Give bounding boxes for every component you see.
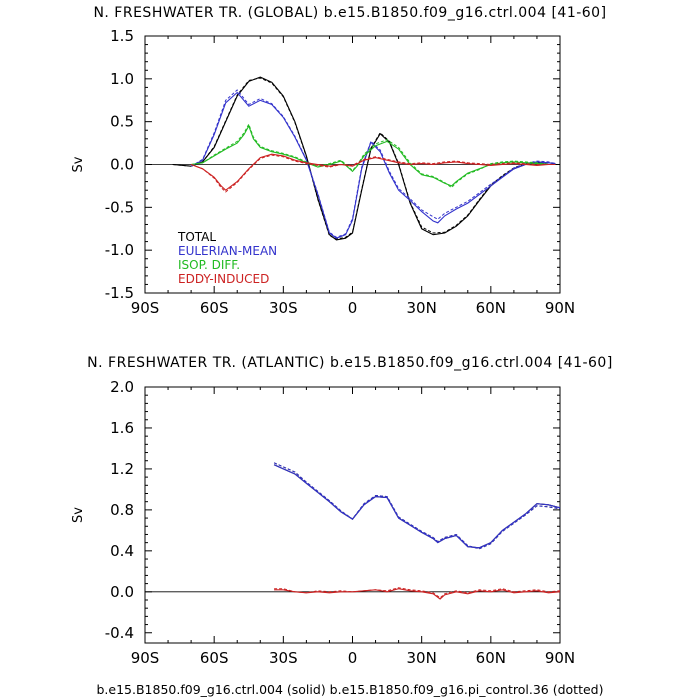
y-tick-label: -1.0 [105, 241, 134, 259]
legend-entry-isop-diff: ISOP. DIFF. [178, 258, 240, 272]
legend-entry-eulerian-mean: EULERIAN-MEAN [178, 244, 277, 258]
x-tick-label: 30N [407, 649, 437, 667]
series-total-dotted [172, 77, 556, 240]
series-eulerian-mean-solid [273, 464, 561, 549]
panel-2-chart: 90S 60S 30S 0 30N 60N 90N -0.4 0.0 0.4 0.8 1.2 1.6 2.… [71, 378, 575, 667]
y-axis-label: Sv [71, 507, 86, 523]
legend-entry-eddy-induced: EDDY-INDUCED [178, 272, 269, 286]
x-tick-label: 90N [545, 299, 575, 317]
legend-entry-total: TOTAL [177, 230, 216, 244]
panel-1-chart: 90S 60S 30S 0 30N 60N 90N -1.5 -1.0 -0.5 0.0 0.5 1.0… [71, 27, 575, 317]
series-isop-diff-dotted [191, 122, 556, 189]
y-tick-label: 0.0 [110, 583, 134, 601]
y-tick-label: -0.4 [105, 624, 134, 642]
x-tick-label: 0 [348, 299, 358, 317]
x-tick-label: 90S [131, 649, 160, 667]
x-tick-label: 90S [131, 299, 160, 317]
x-tick-label: 30S [269, 649, 298, 667]
y-tick-label: 0.8 [110, 501, 134, 519]
series-eddy-induced-solid [274, 588, 561, 600]
series-eddy-induced-solid [190, 153, 556, 191]
y-tick-label: 0.0 [110, 156, 134, 174]
series-total-solid [172, 76, 556, 241]
x-tick-label: 30N [407, 299, 437, 317]
series-total-dotted [273, 462, 561, 550]
x-tick-label: 0 [348, 649, 358, 667]
series-isop-diff-solid [191, 124, 556, 187]
y-tick-label: 1.6 [110, 419, 134, 437]
x-tick-label: 60S [200, 299, 229, 317]
series-eulerian-mean-solid [190, 91, 556, 239]
series-eulerian-mean-dotted [190, 89, 556, 238]
series-eddy-induced-dotted [274, 587, 561, 599]
x-tick-label: 60N [476, 299, 506, 317]
y-tick-label: 1.5 [110, 27, 134, 45]
series-eulerian-mean-dotted [273, 462, 561, 550]
plot-frame [144, 386, 561, 644]
x-tick-label: 30S [269, 299, 298, 317]
y-tick-label: 0.4 [110, 542, 134, 560]
series-eddy-induced-dotted [190, 154, 556, 193]
y-tick-label: 1.0 [110, 70, 134, 88]
y-tick-label: 2.0 [110, 378, 134, 396]
footer-caption: b.e15.B1850.f09_g16.ctrl.004 (solid) b.e… [97, 682, 604, 697]
y-axis-label: Sv [71, 156, 86, 172]
y-tick-label: -0.5 [105, 198, 134, 216]
y-tick-label: -1.5 [105, 284, 134, 302]
x-tick-label: 60S [200, 649, 229, 667]
x-tick-label: 90N [545, 649, 575, 667]
series-total-solid [273, 464, 561, 549]
y-tick-label: 1.2 [110, 460, 134, 478]
panel-1-title: N. FRESHWATER TR. (GLOBAL) b.e15.B1850.f… [93, 5, 606, 21]
x-tick-label: 60N [476, 649, 506, 667]
panel-2-title: N. FRESHWATER TR. (ATLANTIC) b.e15.B1850… [87, 355, 613, 371]
y-tick-label: 0.5 [110, 113, 134, 131]
